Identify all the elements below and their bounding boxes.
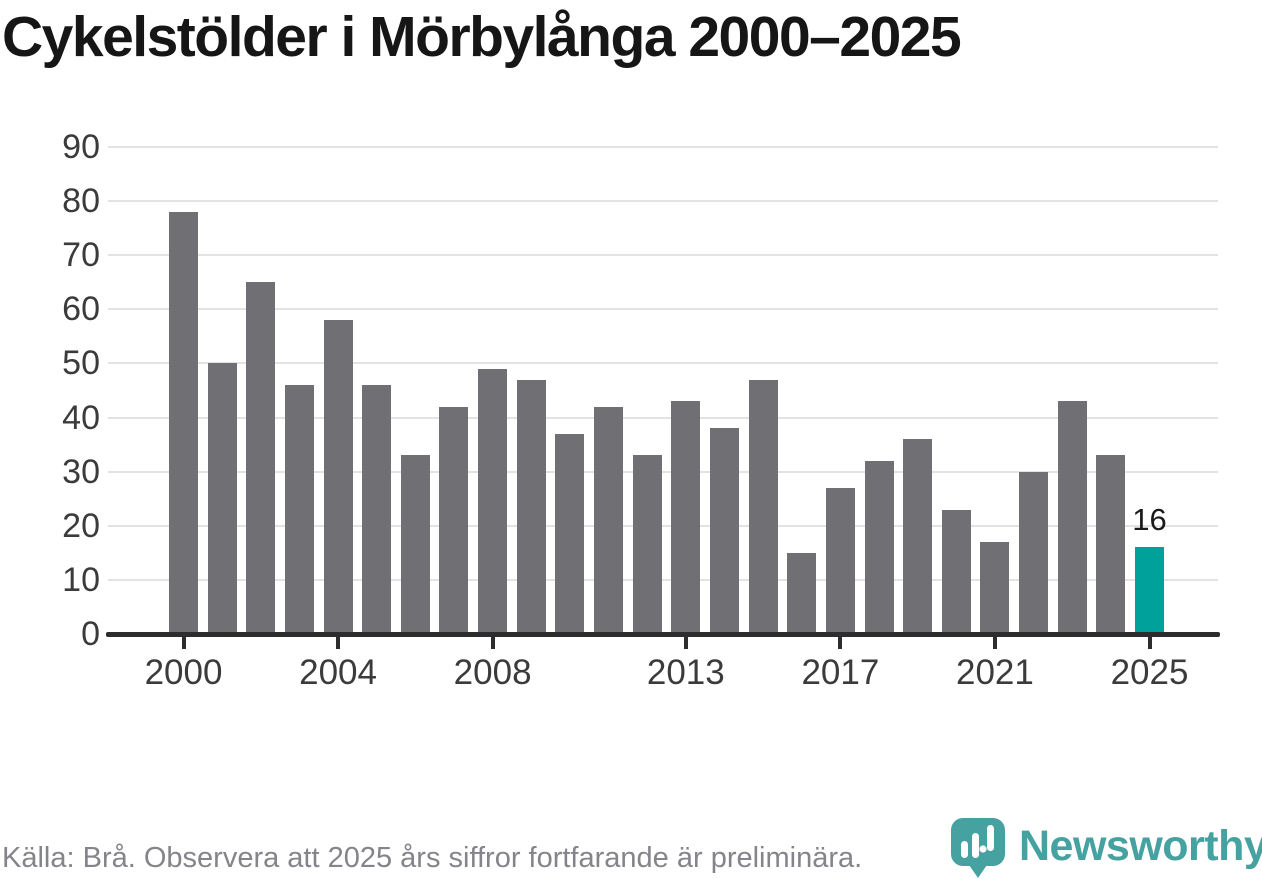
gridline-30	[108, 470, 1218, 473]
gridline-70	[108, 254, 1218, 257]
gridline-60	[108, 308, 1218, 311]
bar-2013	[671, 401, 701, 634]
x-tick-2000	[181, 637, 186, 649]
x-tick-label-2013: 2013	[646, 653, 725, 692]
x-axis-line	[106, 632, 1220, 637]
bar-2001	[207, 363, 237, 634]
newsworthy-wordmark: Newsworthy	[1019, 822, 1262, 870]
bar-2011	[594, 406, 624, 634]
x-tick-label-2017: 2017	[801, 653, 880, 692]
bar-2018	[864, 460, 894, 634]
bar-2020	[941, 509, 971, 634]
x-tick-2017	[838, 637, 843, 649]
bar-2008	[478, 368, 508, 634]
y-tick-label-20: 20	[62, 506, 100, 545]
x-tick-label-2008: 2008	[453, 653, 532, 692]
y-tick-label-0: 0	[81, 615, 100, 653]
x-tick-2008	[490, 637, 495, 649]
y-tick-label-30: 30	[62, 452, 100, 491]
bar-2023	[1057, 401, 1087, 634]
bar-2010	[555, 433, 585, 634]
plot-area	[108, 146, 1218, 634]
bar-2004	[323, 320, 353, 634]
x-tick-label-2021: 2021	[956, 653, 1034, 692]
chart-title: Cykelstölder i Mörbylånga 2000–2025	[2, 5, 962, 69]
gridline-50	[108, 362, 1218, 365]
bar-2006	[400, 455, 430, 634]
bar-chart-speech-bubble-pin-icon	[951, 818, 1005, 878]
y-tick-label-10: 10	[62, 560, 100, 599]
gridline-80	[108, 200, 1218, 203]
gridline-90	[108, 146, 1218, 148]
bar-2009	[516, 379, 546, 634]
bar-2002	[246, 282, 276, 634]
bar-2015	[748, 379, 778, 634]
bar-2003	[284, 385, 314, 634]
source-note: Källa: Brå. Observera att 2025 års siffr…	[2, 842, 863, 874]
y-tick-label-50: 50	[62, 344, 100, 383]
y-tick-label-40: 40	[62, 398, 100, 437]
bar-2014	[709, 428, 739, 634]
x-tick-label-2025: 2025	[1110, 653, 1189, 692]
x-tick-2013	[683, 637, 688, 649]
bar-2024	[1096, 455, 1126, 634]
y-tick-label-60: 60	[62, 290, 100, 329]
x-tick-2004	[336, 637, 341, 649]
bar-2021	[980, 542, 1010, 634]
x-tick-label-2004: 2004	[299, 653, 377, 692]
bar-2000	[169, 211, 198, 634]
highlight-value-label: 16	[1132, 502, 1167, 538]
bar-2025	[1135, 547, 1164, 634]
y-tick-label-90: 90	[62, 128, 100, 166]
y-tick-label-80: 80	[62, 182, 100, 221]
bar-2007	[439, 406, 469, 634]
y-tick-label-70: 70	[62, 236, 100, 275]
bar-2022	[1019, 471, 1049, 634]
gridline-20	[108, 524, 1218, 527]
x-tick-label-2000: 2000	[144, 653, 223, 692]
bar-2017	[825, 487, 855, 634]
x-tick-2021	[992, 637, 997, 649]
x-tick-2025	[1147, 637, 1152, 649]
bar-2012	[632, 455, 662, 634]
newsworthy-logo: Newsworthy	[951, 818, 1262, 878]
gridline-10	[108, 578, 1218, 581]
bar-2005	[362, 385, 392, 634]
gridline-40	[108, 416, 1218, 419]
bar-2016	[787, 552, 817, 634]
bar-2019	[903, 439, 933, 634]
